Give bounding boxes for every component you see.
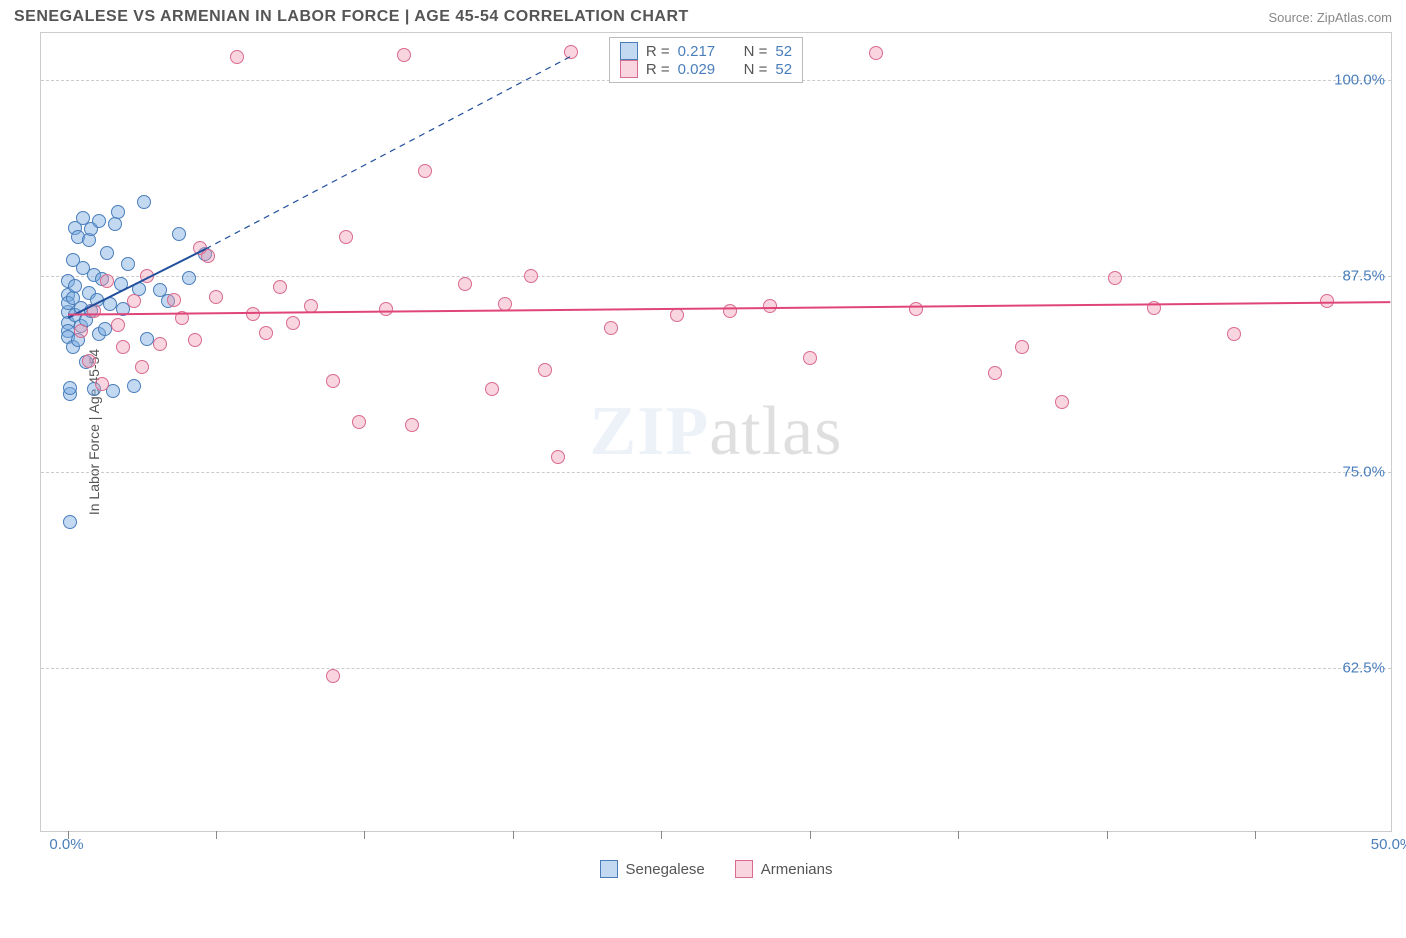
data-point <box>74 324 88 338</box>
data-point <box>140 269 154 283</box>
data-point <box>259 326 273 340</box>
data-point <box>172 227 186 241</box>
data-point <box>418 164 432 178</box>
data-point <box>103 297 117 311</box>
data-point <box>246 307 260 321</box>
data-point <box>95 377 109 391</box>
data-point <box>538 363 552 377</box>
data-point <box>458 277 472 291</box>
data-point <box>498 297 512 311</box>
y-tick-label: 75.0% <box>1342 464 1385 481</box>
stats-legend: R = 0.217 N = 52R = 0.029 N = 52 <box>609 37 803 83</box>
data-point <box>723 304 737 318</box>
data-point <box>304 299 318 313</box>
data-point <box>114 277 128 291</box>
data-point <box>909 302 923 316</box>
series-legend: Senegalese Armenians <box>40 860 1392 878</box>
legend-swatch <box>735 860 753 878</box>
data-point <box>604 321 618 335</box>
x-tick-label: 50.0% <box>1371 836 1406 938</box>
data-point <box>98 322 112 336</box>
legend-swatch <box>620 60 638 78</box>
data-point <box>92 214 106 228</box>
data-point <box>326 669 340 683</box>
data-point <box>1227 327 1241 341</box>
data-point <box>326 374 340 388</box>
data-point <box>100 246 114 260</box>
data-point <box>551 450 565 464</box>
data-point <box>209 290 223 304</box>
data-point <box>137 195 151 209</box>
data-point <box>1320 294 1334 308</box>
data-point <box>175 311 189 325</box>
data-point <box>201 249 215 263</box>
series-legend-item: Senegalese <box>600 860 705 878</box>
data-point <box>82 354 96 368</box>
data-point <box>167 293 181 307</box>
data-point <box>763 299 777 313</box>
data-point <box>988 366 1002 380</box>
data-point <box>68 279 82 293</box>
legend-label: Senegalese <box>626 861 705 878</box>
data-point <box>87 304 101 318</box>
x-tick-label: 0.0% <box>49 836 83 938</box>
data-point <box>63 381 77 395</box>
data-point <box>135 360 149 374</box>
data-point <box>111 318 125 332</box>
data-point <box>397 48 411 62</box>
data-point <box>405 418 419 432</box>
legend-label: Armenians <box>761 861 833 878</box>
data-point <box>1108 271 1122 285</box>
plot-area: 62.5% 75.0% 87.5% 100.0% <box>41 33 1391 831</box>
stats-legend-row: R = 0.217 N = 52 <box>620 42 792 60</box>
data-point <box>379 302 393 316</box>
legend-swatch <box>620 42 638 60</box>
data-point <box>116 340 130 354</box>
series-legend-item: Armenians <box>735 860 833 878</box>
data-point <box>108 217 122 231</box>
data-point <box>286 316 300 330</box>
data-point <box>127 294 141 308</box>
data-point <box>339 230 353 244</box>
data-point <box>352 415 366 429</box>
y-tick-label: 87.5% <box>1342 268 1385 285</box>
data-point <box>1147 301 1161 315</box>
data-point <box>127 379 141 393</box>
y-tick-label: 62.5% <box>1342 660 1385 677</box>
stats-legend-row: R = 0.029 N = 52 <box>620 60 792 78</box>
legend-swatch <box>600 860 618 878</box>
data-point <box>121 257 135 271</box>
chart-source: Source: ZipAtlas.com <box>1268 10 1392 25</box>
data-point <box>182 271 196 285</box>
data-point <box>1055 395 1069 409</box>
chart-title: SENEGALESE VS ARMENIAN IN LABOR FORCE | … <box>14 8 689 26</box>
data-point <box>869 46 883 60</box>
data-point <box>63 515 77 529</box>
data-point <box>273 280 287 294</box>
data-point <box>803 351 817 365</box>
data-point <box>1015 340 1029 354</box>
data-point <box>230 50 244 64</box>
data-point <box>485 382 499 396</box>
data-point <box>188 333 202 347</box>
data-point <box>670 308 684 322</box>
data-point <box>524 269 538 283</box>
data-point <box>564 45 578 59</box>
chart-area: In Labor Force | Age 45-54 62.5%75.0%87.… <box>40 32 1392 832</box>
data-point <box>140 332 154 346</box>
data-point <box>111 205 125 219</box>
data-point <box>153 337 167 351</box>
data-point <box>100 274 114 288</box>
y-tick-label: 100.0% <box>1334 72 1385 89</box>
